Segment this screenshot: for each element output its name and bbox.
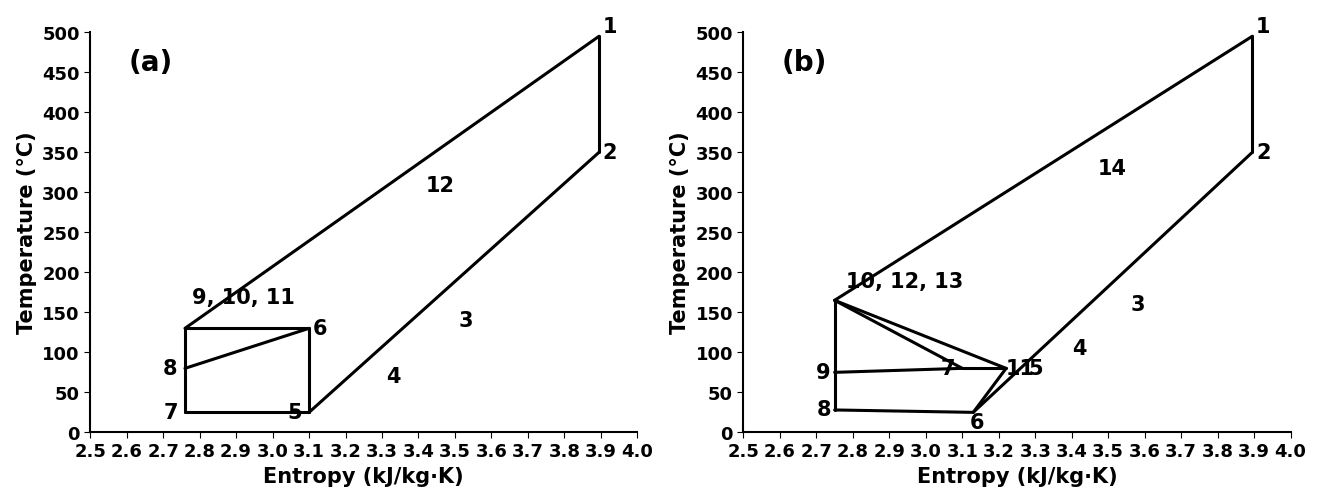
- Text: 12: 12: [426, 176, 455, 196]
- Text: 7: 7: [941, 359, 955, 378]
- Text: 11: 11: [1005, 359, 1035, 378]
- Text: 7: 7: [163, 402, 177, 423]
- Text: 4: 4: [1072, 339, 1086, 359]
- Text: 10, 12, 13: 10, 12, 13: [845, 272, 963, 292]
- Text: 4: 4: [385, 367, 400, 386]
- Text: 2: 2: [1256, 143, 1270, 162]
- Y-axis label: Temperature (°C): Temperature (°C): [17, 131, 37, 334]
- Text: 9: 9: [816, 363, 831, 382]
- Text: 2: 2: [602, 143, 617, 162]
- X-axis label: Entropy (kJ/kg·K): Entropy (kJ/kg·K): [263, 466, 464, 486]
- Text: 8: 8: [816, 400, 831, 420]
- Text: 5: 5: [287, 402, 302, 423]
- Text: 1: 1: [1256, 17, 1270, 37]
- X-axis label: Entropy (kJ/kg·K): Entropy (kJ/kg·K): [917, 466, 1117, 486]
- Text: (a): (a): [128, 49, 173, 77]
- Text: 6: 6: [312, 318, 327, 339]
- Text: 3: 3: [459, 310, 474, 330]
- Text: (b): (b): [782, 49, 827, 77]
- Text: 14: 14: [1097, 158, 1126, 179]
- Text: 5: 5: [1028, 359, 1043, 378]
- Y-axis label: Temperature (°C): Temperature (°C): [669, 131, 689, 334]
- Text: 9, 10, 11: 9, 10, 11: [192, 288, 295, 308]
- Text: 6: 6: [970, 412, 984, 433]
- Text: 8: 8: [163, 359, 177, 378]
- Text: 3: 3: [1130, 295, 1144, 314]
- Text: 1: 1: [602, 17, 617, 37]
